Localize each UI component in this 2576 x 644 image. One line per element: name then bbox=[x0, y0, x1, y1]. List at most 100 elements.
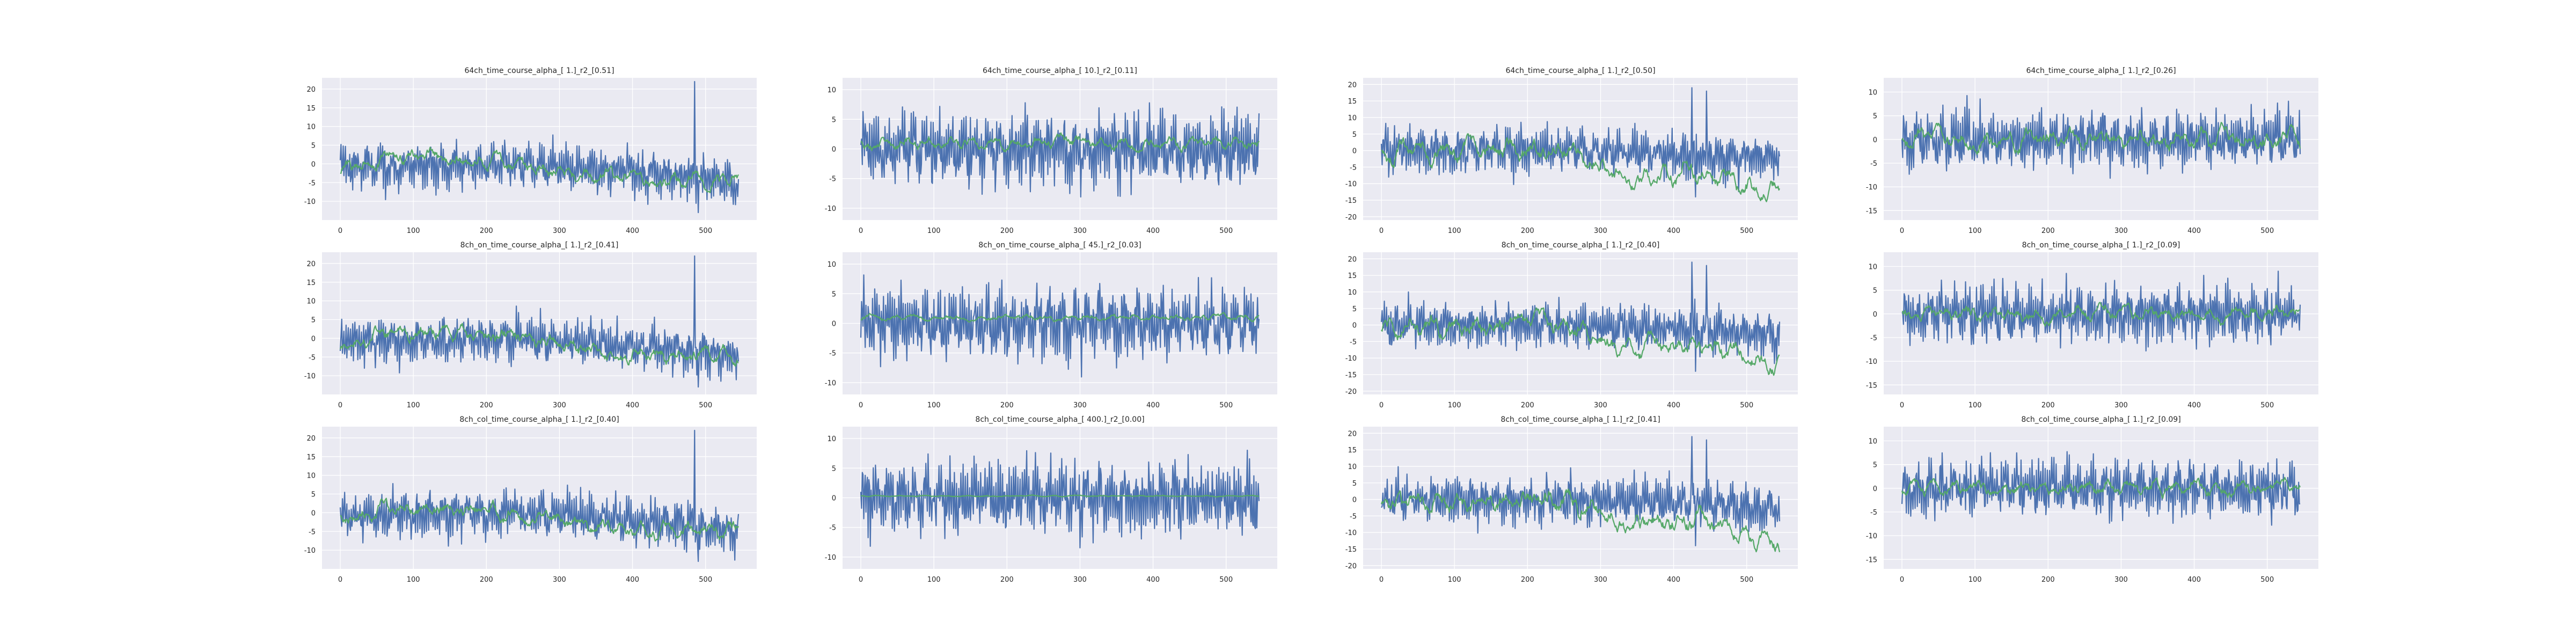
y-tick-label: 10 bbox=[306, 123, 316, 131]
x-tick-label: 400 bbox=[2187, 227, 2201, 235]
x-tick-label: 0 bbox=[859, 227, 863, 235]
subplot-title: 8ch_col_time_course_alpha_[ 1.]_r2_[0.40… bbox=[459, 415, 619, 424]
x-tick-label: 0 bbox=[1379, 401, 1384, 409]
x-tick-label: 100 bbox=[407, 401, 420, 409]
y-tick-label: -15 bbox=[1345, 197, 1357, 205]
y-tick-label: 0 bbox=[1873, 136, 1877, 144]
y-tick-label: -10 bbox=[1345, 180, 1357, 188]
y-tick-label: 5 bbox=[832, 116, 836, 124]
y-tick-label: 15 bbox=[306, 279, 316, 287]
y-tick-label: -10 bbox=[1345, 355, 1357, 363]
x-tick-label: 500 bbox=[1740, 227, 1753, 235]
y-tick-label: 15 bbox=[1348, 447, 1357, 455]
x-tick-label: 500 bbox=[1219, 576, 1233, 584]
subplot: 0 100 200 300 400 500 -15 -10 -5 0 5 10 8ch_on_time_… bbox=[1866, 241, 2318, 409]
series-line-blue bbox=[339, 255, 740, 388]
y-tick-label: 5 bbox=[1352, 305, 1357, 313]
series-line-green bbox=[1901, 122, 2301, 155]
y-tick-label: 10 bbox=[1348, 463, 1357, 471]
subplot: 0 100 200 300 400 500 -10 -5 0 5 10 8ch_on_time_cou… bbox=[825, 241, 1277, 409]
y-tick-label: 20 bbox=[1348, 81, 1357, 89]
y-tick-label: 20 bbox=[306, 86, 316, 94]
x-tick-label: 500 bbox=[699, 401, 712, 409]
x-tick-label: 400 bbox=[626, 576, 639, 584]
series-line-green bbox=[340, 497, 739, 542]
x-tick-label: 400 bbox=[1667, 576, 1680, 584]
subplot-title: 8ch_col_time_course_alpha_[ 400.]_r2_[0.… bbox=[975, 415, 1144, 424]
x-tick-label: 200 bbox=[2041, 576, 2055, 584]
x-tick-label: 100 bbox=[1968, 576, 1982, 584]
x-tick-label: 300 bbox=[1073, 576, 1087, 584]
y-tick-label: 5 bbox=[1873, 113, 1877, 121]
x-tick-label: 300 bbox=[2114, 227, 2128, 235]
subplot-title: 8ch_col_time_course_alpha_[ 1.]_r2_[0.09… bbox=[2021, 415, 2180, 424]
series-line-green bbox=[1380, 488, 1781, 553]
y-tick-label: 10 bbox=[1868, 264, 1877, 272]
y-tick-label: 5 bbox=[1873, 462, 1877, 470]
y-tick-label: -10 bbox=[825, 554, 836, 562]
y-tick-label: -5 bbox=[1870, 509, 1877, 517]
subplot-title: 8ch_on_time_course_alpha_[ 1.]_r2_[0.41] bbox=[460, 241, 619, 250]
series-line-green bbox=[1901, 477, 2301, 499]
series-line-blue bbox=[339, 80, 740, 214]
subplot-title: 64ch_time_course_alpha_[ 1.]_r2_[0.51] bbox=[464, 67, 614, 75]
y-tick-label: 0 bbox=[832, 495, 836, 503]
y-tick-label: 20 bbox=[1348, 255, 1357, 264]
y-tick-label: 0 bbox=[311, 335, 316, 343]
x-tick-label: 500 bbox=[1219, 227, 1233, 235]
series-line-green bbox=[1381, 133, 1780, 202]
x-tick-label: 0 bbox=[1379, 227, 1384, 235]
y-tick-label: 5 bbox=[311, 491, 316, 499]
x-tick-label: 0 bbox=[338, 576, 342, 584]
series-line-blue bbox=[1901, 270, 2301, 352]
x-tick-label: 200 bbox=[480, 576, 493, 584]
series-line-green bbox=[340, 147, 739, 194]
y-tick-label: 15 bbox=[1348, 98, 1357, 106]
x-tick-label: 200 bbox=[480, 401, 493, 409]
y-tick-label: -10 bbox=[1866, 358, 1877, 366]
x-tick-label: 300 bbox=[1594, 401, 1607, 409]
y-tick-label: -10 bbox=[304, 372, 316, 380]
y-tick-label: 0 bbox=[1873, 311, 1877, 319]
series-line-green bbox=[1901, 302, 2301, 327]
x-tick-label: 0 bbox=[1900, 401, 1904, 409]
x-tick-label: 200 bbox=[2041, 227, 2055, 235]
series-line-blue bbox=[1901, 451, 2301, 526]
subplot: 0 100 200 300 400 500 -10 -5 0 5 10 8ch_col_time_co… bbox=[825, 415, 1277, 584]
subplot: 0 100 200 300 400 500 -20 -15 -10 -5 0 5 10 15 20 8ch_o… bbox=[1345, 241, 1798, 409]
y-tick-label: -5 bbox=[1350, 164, 1357, 172]
y-tick-label: -20 bbox=[1345, 562, 1357, 570]
subplot: 0 100 200 300 400 500 -10 -5 0 5 10 15 20 8ch_on_time… bbox=[304, 241, 757, 409]
y-tick-label: 20 bbox=[306, 260, 316, 268]
x-tick-label: 0 bbox=[859, 401, 863, 409]
subplot: 0 100 200 300 400 500 -15 -10 -5 0 5 10 8ch_col_time… bbox=[1866, 415, 2318, 584]
x-tick-label: 200 bbox=[1521, 227, 1534, 235]
x-tick-label: 0 bbox=[338, 401, 342, 409]
y-tick-label: 5 bbox=[832, 465, 836, 473]
y-tick-label: -15 bbox=[1866, 556, 1877, 564]
x-tick-label: 300 bbox=[1073, 401, 1087, 409]
y-tick-label: 10 bbox=[1868, 89, 1877, 97]
x-tick-label: 500 bbox=[699, 576, 712, 584]
subplot: 0 100 200 300 400 500 -10 -5 0 5 10 15 20 64ch_time_c… bbox=[304, 67, 757, 235]
x-tick-label: 300 bbox=[1594, 576, 1607, 584]
y-tick-label: 5 bbox=[1352, 480, 1357, 488]
series-line-blue bbox=[860, 102, 1260, 198]
x-tick-label: 200 bbox=[2041, 401, 2055, 409]
x-tick-label: 400 bbox=[2187, 401, 2201, 409]
y-tick-label: 10 bbox=[827, 261, 836, 269]
series-line-blue bbox=[1901, 95, 2301, 179]
x-tick-label: 300 bbox=[553, 576, 566, 584]
y-tick-label: -15 bbox=[1866, 382, 1877, 390]
x-tick-label: 400 bbox=[1667, 401, 1680, 409]
x-tick-label: 200 bbox=[1000, 576, 1014, 584]
x-tick-label: 300 bbox=[1073, 227, 1087, 235]
subplot-title: 8ch_on_time_course_alpha_[ 45.]_r2_[0.03… bbox=[978, 241, 1141, 250]
y-tick-label: -10 bbox=[304, 198, 316, 206]
y-tick-label: -5 bbox=[829, 524, 836, 532]
x-tick-label: 200 bbox=[1000, 401, 1014, 409]
y-tick-label: 0 bbox=[832, 320, 836, 328]
series-line-blue bbox=[860, 274, 1260, 378]
x-tick-label: 100 bbox=[407, 227, 420, 235]
y-tick-label: -20 bbox=[1345, 388, 1357, 396]
